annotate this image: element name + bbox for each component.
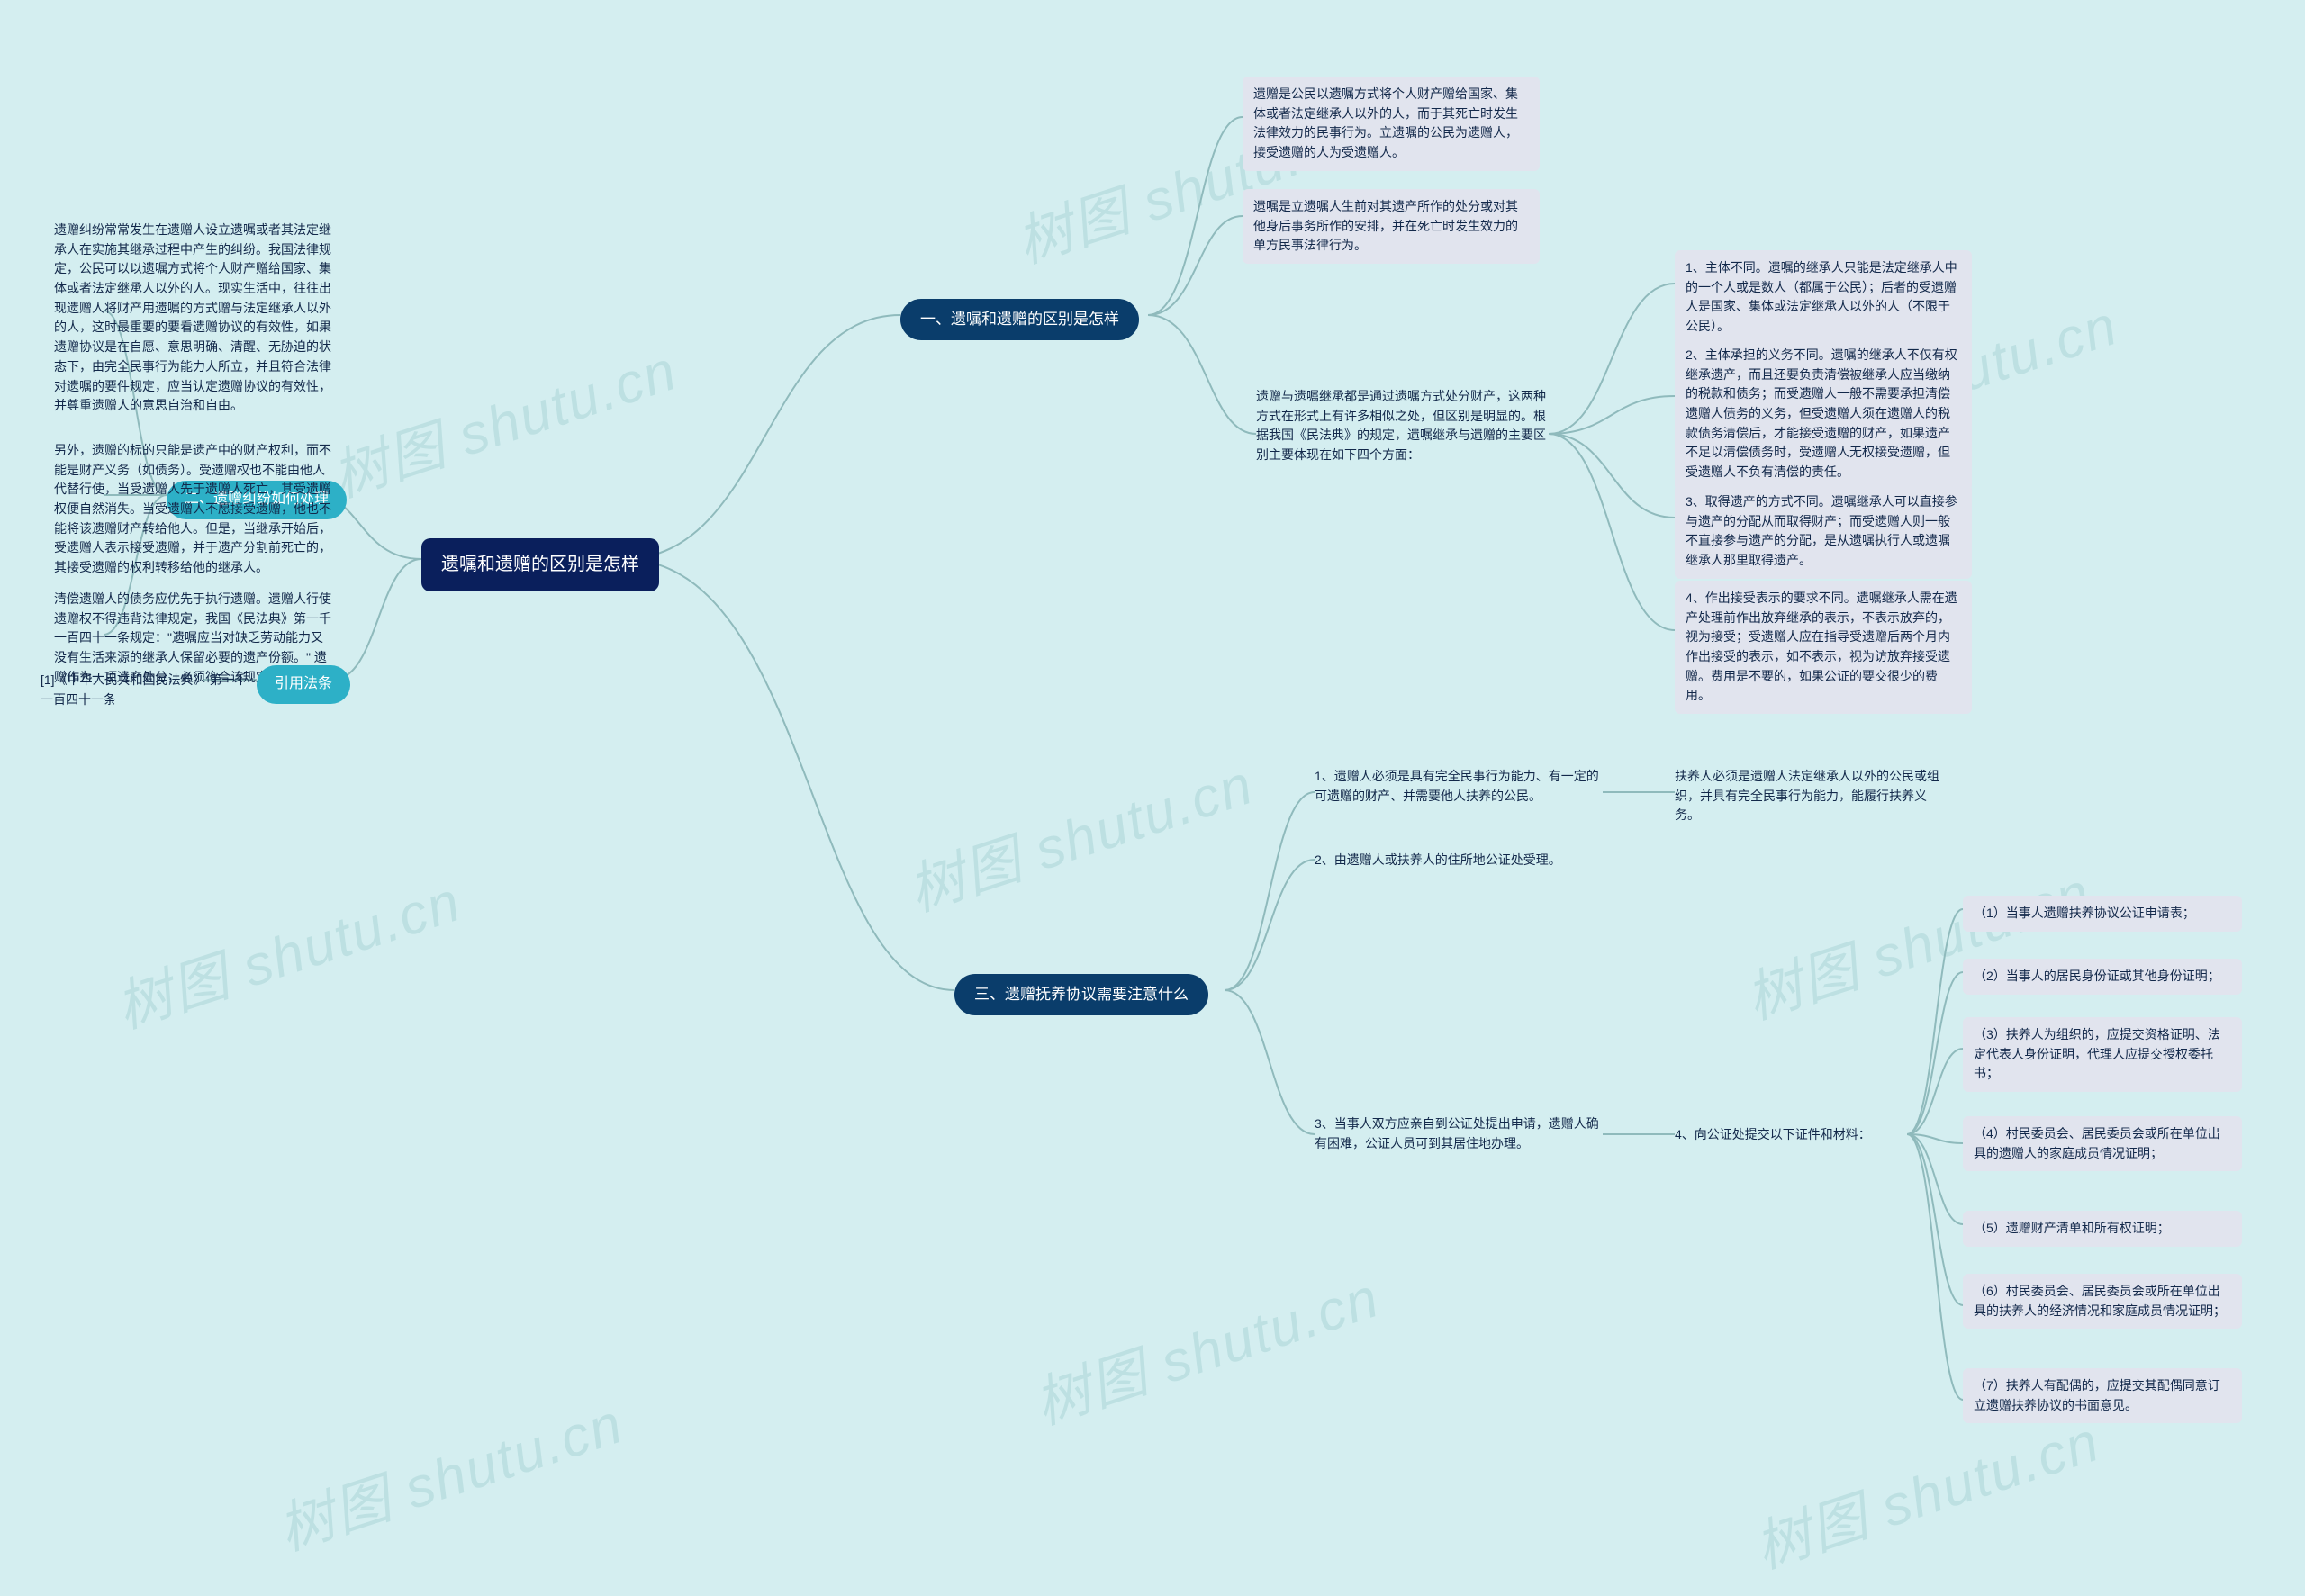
b3-m2: （2）当事人的居民身份证或其他身份证明； xyxy=(1963,959,2242,995)
watermark: 树图 shutu.cn xyxy=(1023,1252,1388,1439)
b3-p2: 2、由遗赠人或扶养人的住所地公证处受理。 xyxy=(1315,851,1603,870)
b3-m4: （4）村民委员会、居民委员会或所在单位出具的遗赠人的家庭成员情况证明； xyxy=(1963,1116,2242,1171)
b3-m7: （7）扶养人有配偶的，应提交其配偶同意订立遗赠扶养协议的书面意见。 xyxy=(1963,1368,2242,1423)
root-node: 遗嘱和遗赠的区别是怎样 xyxy=(421,538,659,591)
b1-diff-2: 2、主体承担的义务不同。遗嘱的继承人不仅有权继承遗产，而且还要负责清偿被继承人应… xyxy=(1675,338,1972,491)
b3-m1: （1）当事人遗赠扶养协议公证申请表； xyxy=(1963,896,2242,932)
b3-m3: （3）扶养人为组织的，应提交资格证明、法定代表人身份证明，代理人应提交授权委托书… xyxy=(1963,1017,2242,1092)
watermark: 树图 shutu.cn xyxy=(321,325,686,512)
b1-diff-1: 1、主体不同。遗嘱的继承人只能是法定继承人中的一个人或是数人（都属于公民）；后者… xyxy=(1675,250,1972,345)
b3-m6: （6）村民委员会、居民委员会或所在单位出具的扶养人的经济情况和家庭成员情况证明； xyxy=(1963,1274,2242,1329)
watermark: 树图 shutu.cn xyxy=(897,739,1262,926)
connector-layer xyxy=(0,0,2305,1596)
b3-p1b: 扶养人必须是遗赠人法定继承人以外的公民或组织，并具有完全民事行为能力，能履行扶养… xyxy=(1675,767,1945,825)
cite-text: [1]《中华人民共和国民法典》 第一千一百四十一条 xyxy=(41,671,248,709)
b1-diff-4: 4、作出接受表示的要求不同。遗嘱继承人需在遗产处理前作出放弃继承的表示，不表示放… xyxy=(1675,581,1972,714)
b1-leaf-2: 遗嘱是立遗嘱人生前对其遗产所作的处分或对其他身后事务所作的安排，并在死亡时发生效… xyxy=(1243,189,1540,264)
b1-diff-3: 3、取得遗产的方式不同。遗嘱继承人可以直接参与遗产的分配从而取得财产；而受遗赠人… xyxy=(1675,484,1972,579)
watermark: 树图 shutu.cn xyxy=(267,1378,632,1565)
watermark: 树图 shutu.cn xyxy=(1743,1396,2109,1583)
b2-p2: 另外，遗赠的标的只能是遗产中的财产权利，而不能是财产义务（如债务）。受遗赠权也不… xyxy=(54,441,333,578)
b1-diff-intro: 遗赠与遗嘱继承都是通过遗嘱方式处分财产，这两种方式在形式上有许多相似之处，但区别… xyxy=(1256,387,1549,465)
b3-m5: （5）遗赠财产清单和所有权证明； xyxy=(1963,1211,2242,1247)
branch-1: 一、遗嘱和遗赠的区别是怎样 xyxy=(900,299,1139,340)
branch-3: 三、遗赠抚养协议需要注意什么 xyxy=(954,974,1208,1015)
b2-p1: 遗赠纠纷常常发生在遗赠人设立遗嘱或者其法定继承人在实施其继承过程中产生的纠纷。我… xyxy=(54,221,333,416)
b3-p4: 4、向公证处提交以下证件和材料： xyxy=(1675,1125,1907,1145)
b3-p3: 3、当事人双方应亲自到公证处提出申请，遗赠人确有困难，公证人员可到其居住地办理。 xyxy=(1315,1114,1603,1153)
branch-cite: 引用法条 xyxy=(257,665,350,704)
watermark: 树图 shutu.cn xyxy=(1734,847,2100,1034)
b3-p1: 1、遗赠人必须是具有完全民事行为能力、有一定的可遗赠的财产、并需要他人扶养的公民… xyxy=(1315,767,1603,806)
b1-leaf-1: 遗赠是公民以遗嘱方式将个人财产赠给国家、集体或者法定继承人以外的人，而于其死亡时… xyxy=(1243,77,1540,171)
watermark: 树图 shutu.cn xyxy=(104,856,470,1043)
